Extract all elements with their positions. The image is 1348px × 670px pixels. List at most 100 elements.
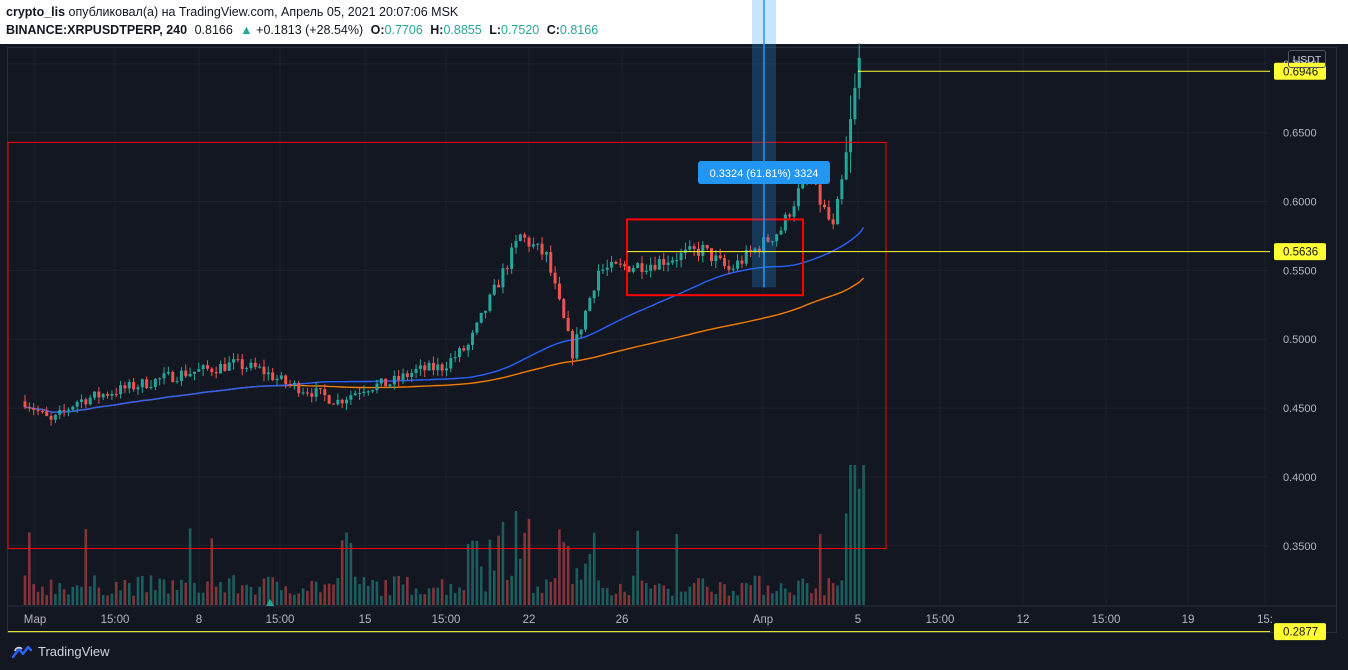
candle-body xyxy=(427,362,431,371)
candle-body xyxy=(310,393,314,397)
volume-bar xyxy=(758,575,761,605)
candle-body xyxy=(562,299,566,318)
volume-bar xyxy=(519,558,522,605)
candle-body xyxy=(623,264,627,267)
volume-bar xyxy=(532,592,535,605)
ma-slow-line xyxy=(24,277,865,414)
volume-bar xyxy=(771,593,774,605)
candle-body xyxy=(284,375,288,384)
volume-bar xyxy=(671,595,674,605)
volume-bar xyxy=(88,586,92,605)
candle-body xyxy=(723,258,727,267)
volume-bar xyxy=(810,593,813,605)
candle-body xyxy=(618,263,622,265)
volume-bar xyxy=(523,532,526,605)
volume-bar xyxy=(54,594,57,605)
measure-label-text: 0.3324 (61.81%) 3324 xyxy=(710,168,819,180)
candle-body xyxy=(670,260,674,263)
volume-bar xyxy=(58,583,62,605)
volume-bar xyxy=(345,532,348,605)
time-tick-label: 5 xyxy=(855,614,861,626)
candle-body xyxy=(479,312,483,323)
volume-bar xyxy=(84,529,88,605)
volume-bar xyxy=(449,583,453,605)
volume-bar xyxy=(632,575,635,605)
time-tick-label: Апр xyxy=(753,614,773,626)
candle-body xyxy=(444,368,448,371)
candle-body xyxy=(536,243,540,245)
candle-body xyxy=(657,259,661,270)
candle-body xyxy=(836,198,840,225)
volume-bar xyxy=(666,588,670,605)
candle-body xyxy=(531,244,535,247)
volume-bar xyxy=(201,592,205,605)
candle-body xyxy=(358,393,362,395)
price-tick-label: 0.3500 xyxy=(1283,541,1317,553)
time-tick-label: 22 xyxy=(523,614,536,626)
price-tick-label: 0.6500 xyxy=(1283,128,1317,140)
candle-body xyxy=(466,344,470,351)
symbol-name[interactable]: BINANCE:XRPUSDTPERP, 240 xyxy=(6,23,188,37)
tradingview-logo-icon xyxy=(12,645,32,658)
candle-body xyxy=(418,365,422,369)
candle-body xyxy=(49,415,53,420)
author-name[interactable]: crypto_lis xyxy=(6,5,66,19)
currency-button[interactable]: USDT xyxy=(1288,50,1326,68)
volume-bar xyxy=(432,587,435,605)
candle-body xyxy=(232,359,236,363)
time-tick-label: 15: xyxy=(1257,614,1273,626)
candle-body xyxy=(101,394,105,398)
volume-bar xyxy=(736,595,739,605)
low-value: 0.7520 xyxy=(501,23,540,37)
volume-bar xyxy=(584,563,587,605)
volume-bar xyxy=(123,580,127,605)
volume-bar xyxy=(701,578,705,605)
candle-body xyxy=(584,310,588,330)
volume-bar xyxy=(779,583,783,605)
candle-body xyxy=(779,230,783,235)
volume-bar xyxy=(80,586,83,605)
volume-bar xyxy=(853,465,857,605)
volume-bar xyxy=(649,588,652,605)
volume-bar xyxy=(145,592,148,605)
volume-bar xyxy=(106,595,109,605)
close-label: C: xyxy=(546,23,560,37)
volume-bar xyxy=(692,583,696,605)
volume-bar xyxy=(236,593,240,605)
high-value: 0.8855 xyxy=(443,23,482,37)
candle-body xyxy=(553,272,557,284)
price-tick-label: 0.5500 xyxy=(1283,265,1317,277)
candle-body xyxy=(570,330,574,359)
volume-bar xyxy=(658,583,661,605)
candle-body xyxy=(275,378,279,381)
tradingview-logo[interactable]: TradingView xyxy=(12,644,110,659)
volume-bar xyxy=(119,590,122,605)
volume-bar xyxy=(362,577,366,605)
volume-bar xyxy=(401,584,405,605)
candle-body xyxy=(423,365,427,371)
volume-bar xyxy=(358,584,361,605)
candle-body xyxy=(662,259,666,265)
volume-bar xyxy=(227,578,231,605)
candle-body xyxy=(753,248,757,252)
candle-body xyxy=(106,394,110,396)
candle-body xyxy=(136,387,140,390)
candle-body xyxy=(66,409,70,411)
volume-bar xyxy=(397,575,400,605)
candle-body xyxy=(301,392,305,394)
time-tick-label: 19 xyxy=(1182,614,1195,626)
price-label-bg xyxy=(1274,243,1326,261)
small-range-box xyxy=(626,218,804,297)
candle-body xyxy=(331,403,335,405)
volume-bar xyxy=(814,588,818,605)
volume-bar xyxy=(453,593,457,605)
candle-body xyxy=(679,252,683,261)
candle-body xyxy=(727,266,731,270)
candle-body xyxy=(158,378,162,380)
volume-bar xyxy=(805,583,809,605)
candle-body xyxy=(514,240,518,248)
candle-body xyxy=(93,391,97,398)
volume-bar xyxy=(610,595,613,605)
candle-body xyxy=(640,263,644,272)
